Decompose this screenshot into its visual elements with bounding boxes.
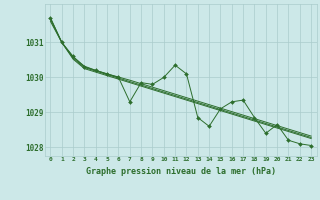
X-axis label: Graphe pression niveau de la mer (hPa): Graphe pression niveau de la mer (hPa): [86, 167, 276, 176]
